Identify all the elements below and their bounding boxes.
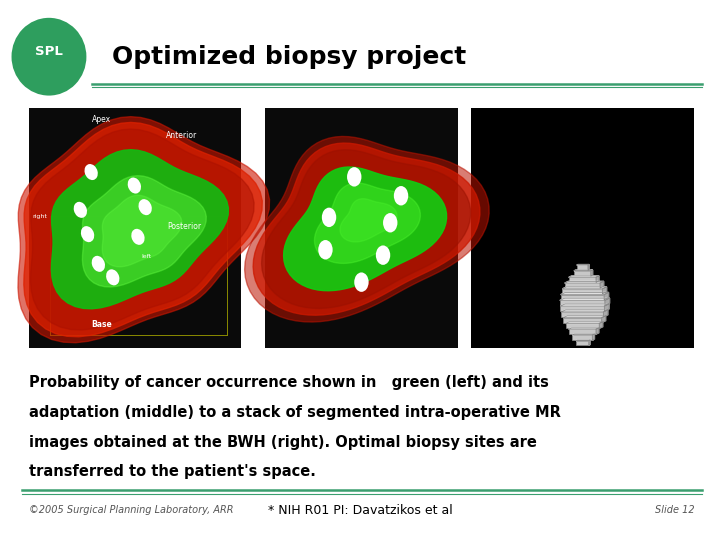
Polygon shape: [245, 137, 489, 322]
Bar: [569, 278, 596, 282]
Bar: [562, 289, 603, 294]
Polygon shape: [340, 199, 397, 242]
Ellipse shape: [73, 202, 87, 218]
Polygon shape: [569, 276, 599, 278]
Polygon shape: [604, 293, 608, 300]
Polygon shape: [284, 167, 446, 291]
Text: adaptation (middle) to a stack of segmented intra-operative MR: adaptation (middle) to a stack of segmen…: [29, 405, 561, 420]
Text: * NIH R01 PI: Davatzikos et al: * NIH R01 PI: Davatzikos et al: [268, 504, 452, 517]
Text: right: right: [32, 214, 48, 219]
Bar: [560, 300, 605, 305]
Polygon shape: [599, 322, 603, 328]
Bar: [576, 341, 589, 345]
Bar: [564, 283, 600, 288]
Polygon shape: [563, 316, 606, 318]
Polygon shape: [560, 304, 609, 306]
Bar: [560, 306, 605, 311]
Polygon shape: [591, 270, 593, 276]
Text: SPL: SPL: [35, 45, 63, 58]
Bar: [572, 335, 593, 340]
Polygon shape: [605, 304, 609, 311]
Polygon shape: [588, 265, 589, 270]
Ellipse shape: [91, 256, 105, 272]
Bar: [577, 265, 588, 270]
Text: Optimized biopsy project: Optimized biopsy project: [112, 45, 466, 69]
Ellipse shape: [131, 229, 145, 245]
Polygon shape: [561, 293, 608, 295]
Ellipse shape: [354, 272, 369, 292]
Text: transferred to the patient's space.: transferred to the patient's space.: [29, 464, 315, 480]
Ellipse shape: [81, 226, 94, 242]
Polygon shape: [602, 316, 606, 322]
Polygon shape: [589, 340, 590, 345]
Text: Base: Base: [91, 320, 112, 329]
Polygon shape: [572, 334, 595, 335]
Polygon shape: [605, 298, 610, 305]
Polygon shape: [24, 123, 262, 337]
Ellipse shape: [12, 18, 86, 96]
Text: ©2005 Surgical Planning Laboratory, ARR: ©2005 Surgical Planning Laboratory, ARR: [29, 505, 233, 515]
Polygon shape: [603, 287, 607, 294]
Polygon shape: [600, 281, 604, 288]
Polygon shape: [569, 328, 599, 329]
Polygon shape: [82, 176, 207, 287]
Ellipse shape: [127, 178, 141, 193]
Ellipse shape: [106, 269, 120, 285]
Polygon shape: [576, 340, 590, 341]
Bar: [265, 108, 458, 348]
Bar: [471, 108, 694, 348]
Polygon shape: [261, 150, 471, 308]
Text: Slide 12: Slide 12: [655, 505, 695, 515]
Text: Posterior: Posterior: [168, 222, 202, 231]
Polygon shape: [51, 150, 228, 309]
Text: Apex: Apex: [92, 114, 112, 124]
Bar: [566, 323, 599, 328]
Ellipse shape: [138, 199, 152, 215]
Text: images obtained at the BWH (right). Optimal biopsy sites are: images obtained at the BWH (right). Opti…: [29, 435, 536, 450]
Text: Probability of cancer occurrence shown in   green (left) and its: Probability of cancer occurrence shown i…: [29, 375, 549, 390]
Ellipse shape: [318, 240, 333, 260]
Polygon shape: [564, 281, 604, 283]
Polygon shape: [603, 310, 608, 317]
Bar: [561, 295, 604, 300]
Polygon shape: [30, 129, 254, 330]
Text: left: left: [142, 254, 152, 259]
Polygon shape: [253, 143, 480, 315]
Bar: [562, 312, 603, 317]
Polygon shape: [560, 298, 610, 300]
Ellipse shape: [347, 167, 361, 187]
Polygon shape: [315, 183, 420, 264]
Polygon shape: [593, 334, 595, 340]
Polygon shape: [596, 276, 599, 282]
Text: Anterior: Anterior: [166, 131, 197, 140]
Polygon shape: [18, 117, 269, 343]
Ellipse shape: [84, 164, 98, 180]
Polygon shape: [574, 270, 593, 271]
Ellipse shape: [322, 207, 336, 227]
Bar: [29, 108, 241, 348]
Bar: [574, 271, 591, 276]
Bar: [569, 329, 596, 334]
Polygon shape: [562, 310, 608, 312]
Polygon shape: [566, 322, 603, 323]
Ellipse shape: [394, 186, 408, 206]
Polygon shape: [562, 287, 607, 289]
Ellipse shape: [383, 213, 397, 232]
Polygon shape: [596, 328, 599, 334]
Ellipse shape: [376, 246, 390, 265]
Bar: [563, 318, 602, 322]
Polygon shape: [102, 195, 182, 267]
